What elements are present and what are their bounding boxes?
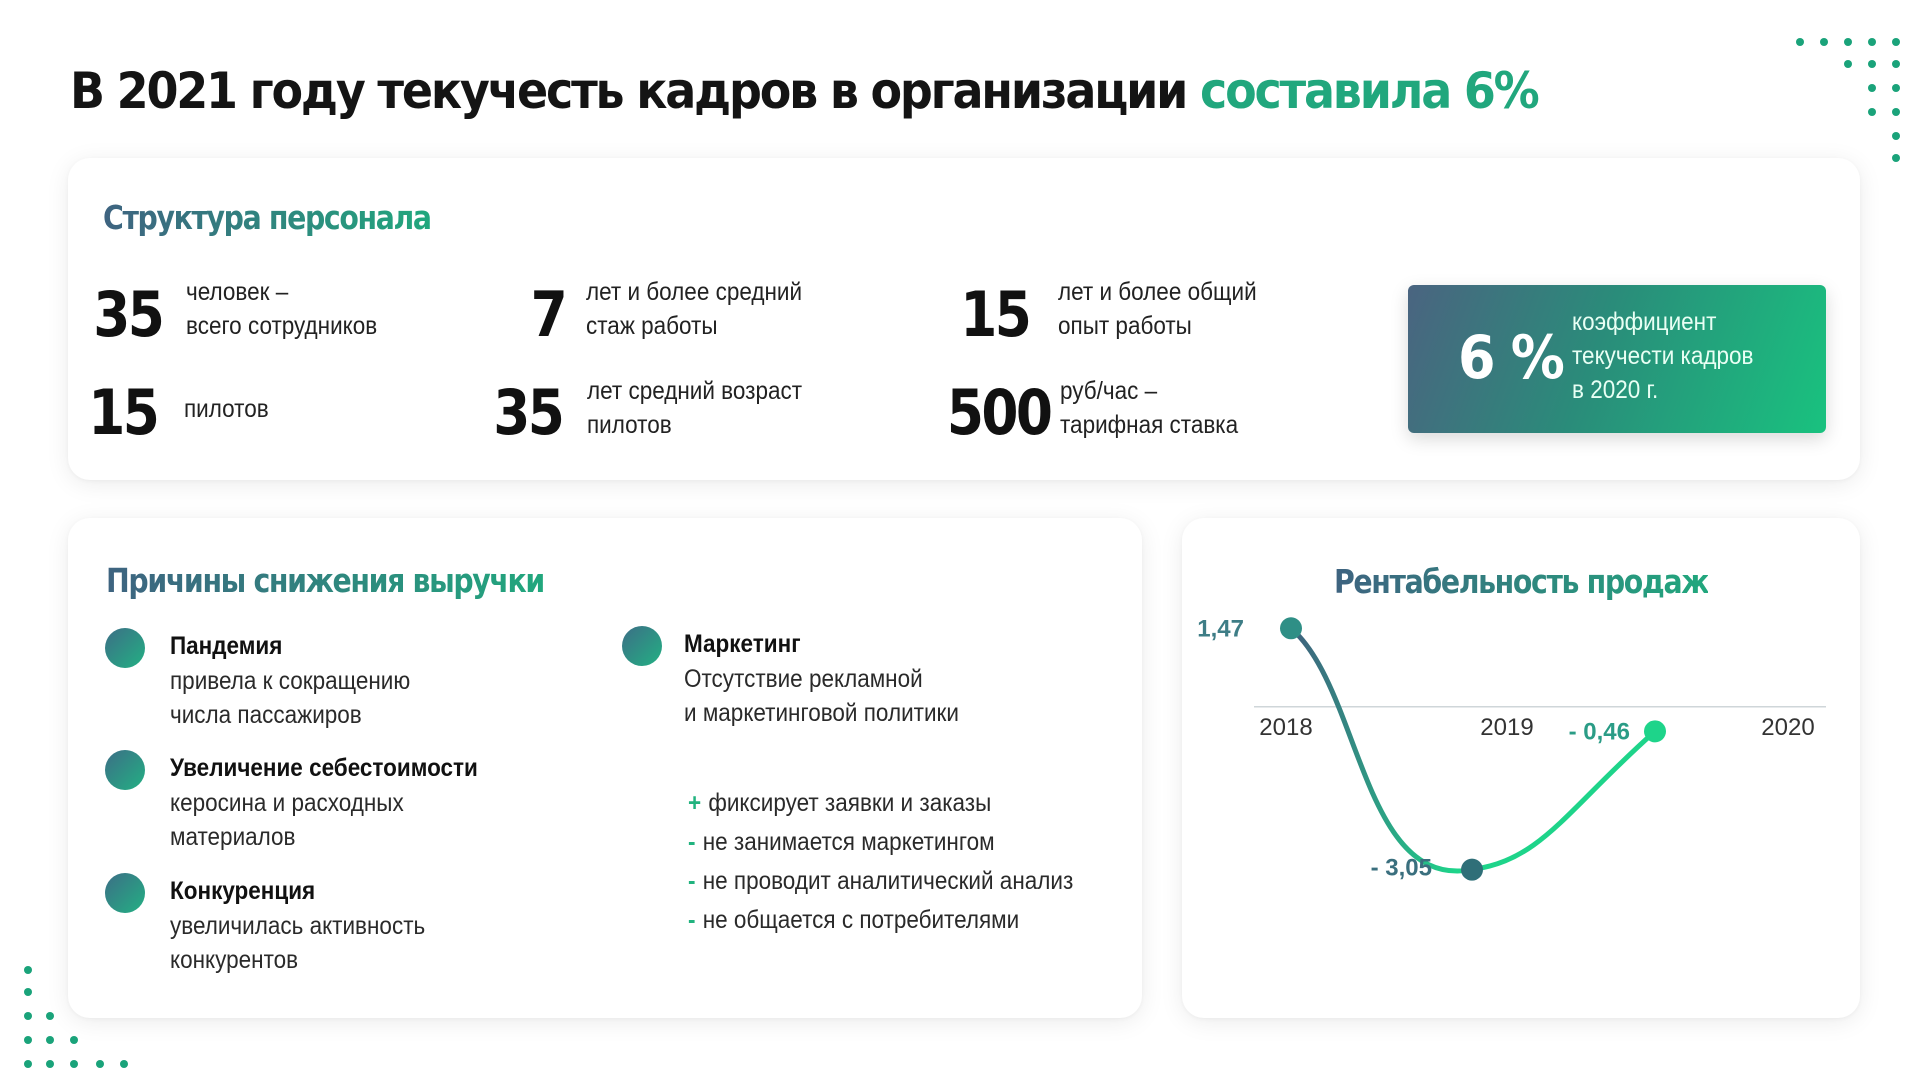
- decor-dot: [1892, 60, 1900, 68]
- chart-data-label: - 3,05: [1371, 855, 1432, 882]
- marketing-bullet: - не общается с потребителями: [688, 906, 1019, 935]
- decor-dot: [1868, 60, 1876, 68]
- chart-data-label: - 0,46: [1569, 718, 1630, 745]
- chart-category-label: 2020: [1761, 714, 1814, 741]
- reason-text-pandemic: привела к сокращению числа пассажиров: [170, 667, 411, 729]
- stat-value-pilot-age: 35: [492, 376, 565, 449]
- marketing-bullet-text: не проводит аналитический анализ: [702, 867, 1074, 895]
- stat-label-employees: человек – всего сотрудников: [186, 278, 378, 340]
- chart-category-label: 2018: [1259, 714, 1312, 741]
- reason-title-pandemic: Пандемия: [170, 632, 283, 660]
- stat-value-employees: 35: [92, 278, 165, 351]
- chart-data-point: [1280, 617, 1302, 640]
- decor-dot: [120, 1060, 128, 1068]
- decor-dot: [1796, 38, 1804, 46]
- reason-bullet-icon: [105, 628, 145, 668]
- decor-dot: [46, 1012, 54, 1020]
- stat-label-pilots: пилотов: [184, 395, 269, 423]
- chart-title: Рентабельность продаж: [1334, 562, 1709, 601]
- minus-icon: -: [688, 867, 696, 895]
- decor-dot: [24, 1012, 32, 1020]
- marketing-bullet-text: не общается с потребителями: [702, 906, 1020, 934]
- reason-text-cost-increase: керосина и расходных материалов: [170, 789, 404, 851]
- reason-text-marketing: Отсутствие рекламной и маркетинговой пол…: [684, 665, 959, 727]
- page-title: В 2021 году текучесть кадров в организац…: [70, 62, 1540, 120]
- stat-label-total-experience: лет и более общий опыт работы: [1058, 278, 1257, 340]
- decor-dot: [70, 1060, 78, 1068]
- reason-bullet-icon: [105, 750, 145, 790]
- stat-value-total-experience: 15: [959, 278, 1032, 351]
- minus-icon: -: [688, 906, 696, 934]
- marketing-bullet: + фиксирует заявки и заказы: [688, 789, 991, 818]
- stat-label-pilot-age: лет средний возраст пилотов: [587, 377, 803, 439]
- chart-data-point: [1461, 858, 1483, 881]
- chart-data-point: [1644, 720, 1666, 743]
- stat-label-hourly-rate: руб/час – тарифная ставка: [1060, 377, 1239, 439]
- decor-dot: [1892, 84, 1900, 92]
- reason-title-competition: Конкуренция: [170, 877, 316, 905]
- reason-title-marketing: Маркетинг: [684, 630, 801, 658]
- decor-dot: [24, 1036, 32, 1044]
- profitability-line-chart: 2018 2019 2020 1,47 - 3,05 - 0,46: [1197, 615, 1826, 882]
- turnover-coefficient-value: 6 %: [1458, 323, 1565, 393]
- marketing-bullet-text: фиксирует заявки и заказы: [708, 789, 992, 817]
- minus-icon: -: [688, 828, 696, 856]
- decor-dot: [1892, 132, 1900, 140]
- decor-dot: [1868, 38, 1876, 46]
- page-title-main: В 2021 году текучесть кадров в организац…: [70, 62, 1188, 120]
- decor-dot: [1868, 84, 1876, 92]
- stat-value-hourly-rate: 500: [946, 376, 1052, 449]
- decor-dot: [46, 1060, 54, 1068]
- stat-label-avg-tenure: лет и более средний стаж работы: [586, 278, 803, 340]
- decor-dot: [1892, 108, 1900, 116]
- marketing-bullet: - не проводит аналитический анализ: [688, 867, 1073, 896]
- marketing-bullet: - не занимается маркетингом: [688, 828, 995, 857]
- decor-dot: [1892, 38, 1900, 46]
- decor-dot: [70, 1036, 78, 1044]
- decor-dot: [1844, 38, 1852, 46]
- reason-text-competition: увеличилась активность конкурентов: [170, 912, 426, 974]
- decor-dot: [96, 1060, 104, 1068]
- decor-dot: [1820, 38, 1828, 46]
- chart-category-label: 2019: [1480, 714, 1533, 741]
- page-title-accent: составила 6%: [1200, 62, 1540, 120]
- decor-dot: [1844, 60, 1852, 68]
- decor-dot: [24, 966, 32, 974]
- sales-profitability-card: Рентабельность продаж 2018 2019 2020 1,47 - …: [1182, 518, 1860, 1018]
- decor-dot: [24, 1060, 32, 1068]
- decor-dot: [24, 988, 32, 996]
- turnover-coefficient-label: коэффициент текучести кадров в 2020 г.: [1572, 308, 1754, 404]
- chart-series-line: [1288, 625, 1658, 874]
- decor-dot: [46, 1036, 54, 1044]
- plus-icon: +: [688, 789, 702, 817]
- marketing-bullet-text: не занимается маркетингом: [702, 828, 995, 856]
- reasons-heading: Причины снижения выручки: [106, 561, 545, 600]
- decor-dot: [1892, 154, 1900, 162]
- chart-data-label: 1,47: [1197, 615, 1244, 642]
- revenue-decline-reasons-card: [68, 518, 1142, 1018]
- stat-value-pilots: 15: [87, 376, 160, 449]
- staff-structure-heading: Структура персонала: [103, 198, 432, 237]
- turnover-coefficient-box: 6 % коэффициент текучести кадров в 2020 …: [1408, 285, 1826, 433]
- stat-value-avg-tenure: 7: [530, 278, 567, 351]
- reason-bullet-icon: [105, 873, 145, 913]
- reason-title-cost-increase: Увеличение себестоимости: [170, 754, 478, 782]
- reason-bullet-icon: [622, 626, 662, 666]
- decor-dot: [1868, 108, 1876, 116]
